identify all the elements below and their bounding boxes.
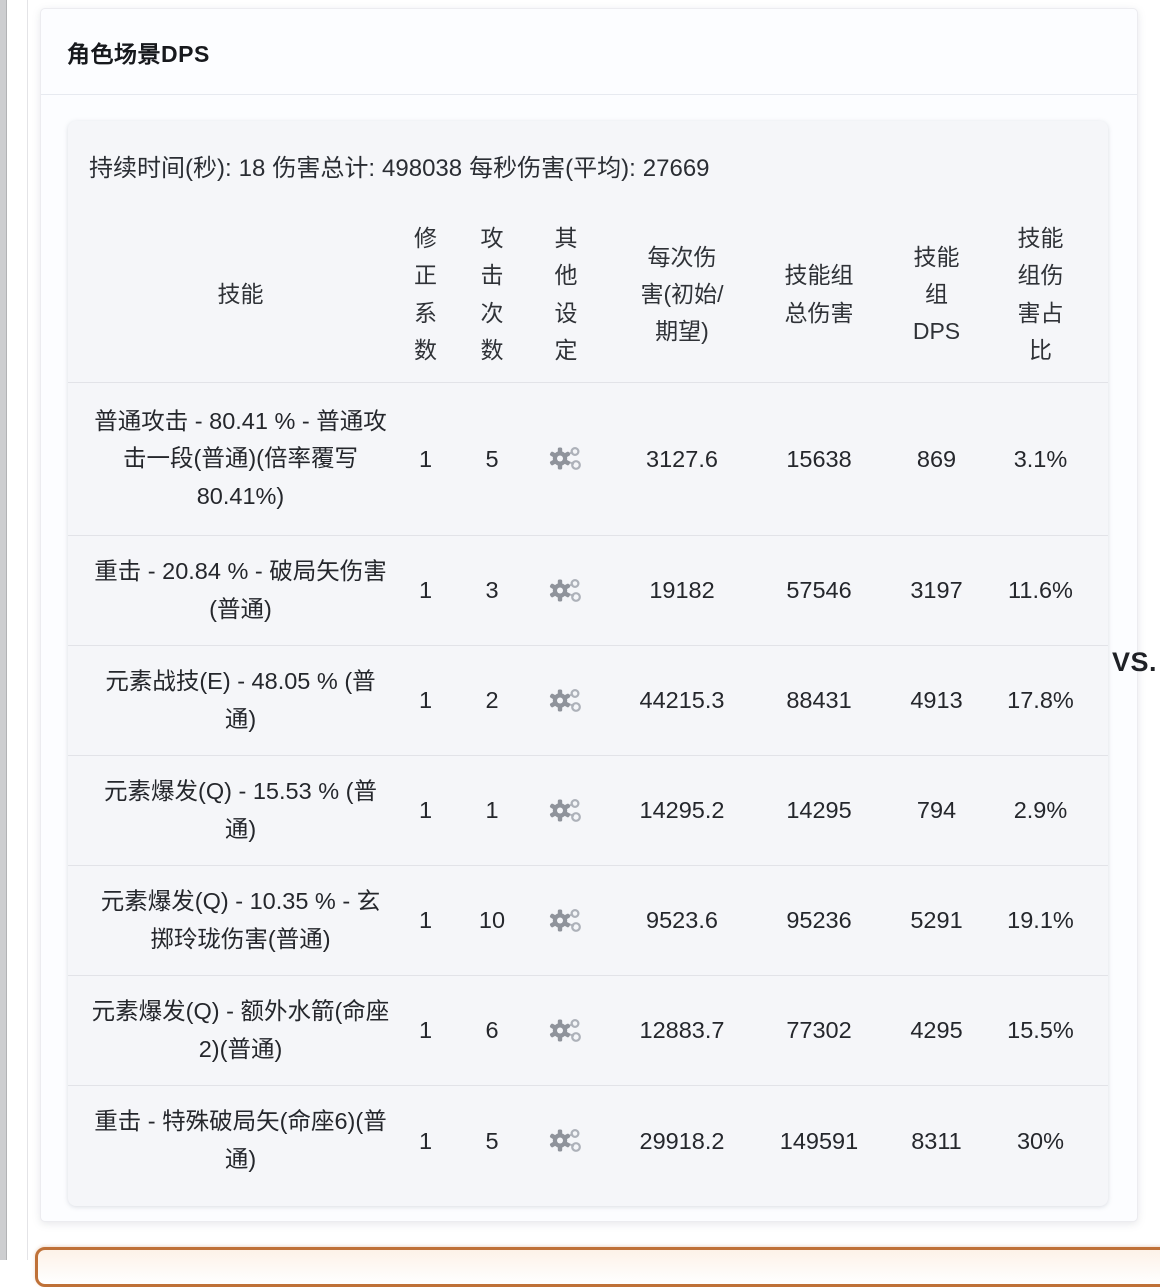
table-row: 元素战技(E) - 48.05 % (普通) 1 2 xyxy=(68,646,1108,756)
column-header-group-damage-share: 技能 组伤 害占 比 xyxy=(1017,225,1064,363)
group-dps-value: 4295 xyxy=(910,1017,963,1043)
character-dps-card: 角色场景DPS 持续时间(秒): 18 伤害总计: 498038 每秒伤害(平均): 27… xyxy=(40,8,1138,1222)
attack-count-value: 6 xyxy=(485,1017,499,1043)
damage-per-hit-value: 12883.7 xyxy=(639,1017,725,1043)
group-damage-share-value: 15.5% xyxy=(1007,1017,1074,1043)
other-settings-button[interactable] xyxy=(526,686,606,716)
other-settings-button[interactable] xyxy=(526,796,606,826)
total-damage-label: 伤害总计: xyxy=(272,155,376,182)
page-title: 角色场景DPS xyxy=(67,40,210,67)
group-total-damage-value: 88431 xyxy=(786,687,852,713)
skill-name: 元素爆发(Q) - 10.35 % - 玄掷玲珑伤害(普通) xyxy=(100,887,381,952)
table-body: 普通攻击 - 80.41 % - 普通攻击一段(普通)(倍率覆写80.41%) … xyxy=(68,383,1108,1196)
column-header-damage-per-hit: 每次伤 害(初始/ 期望) xyxy=(640,243,724,345)
modifier-coefficient-value: 1 xyxy=(418,577,433,603)
group-dps-value: 5291 xyxy=(910,907,963,933)
group-dps-value: 3197 xyxy=(910,577,963,603)
group-damage-share-value: 19.1% xyxy=(1007,907,1074,933)
modifier-coefficient-value: 1 xyxy=(418,1127,433,1154)
attack-count-value: 5 xyxy=(485,445,499,472)
damage-per-hit-value: 3127.6 xyxy=(646,445,718,472)
damage-per-hit-value: 9523.6 xyxy=(646,907,718,933)
table-row: 元素爆发(Q) - 10.35 % - 玄掷玲珑伤害(普通) 1 10 xyxy=(68,866,1108,976)
group-total-damage-value: 15638 xyxy=(786,445,852,472)
modifier-coefficient-value: 1 xyxy=(418,907,433,933)
attack-count-value: 2 xyxy=(485,687,499,713)
table-row: 普通攻击 - 80.41 % - 普通攻击一段(普通)(倍率覆写80.41%) … xyxy=(68,383,1108,536)
attack-count-value: 10 xyxy=(478,907,506,933)
skill-dps-table: 技能 修 正 系 数 攻 击 次 数 其 他 设 定 每次伤 害(初始/ 期望)… xyxy=(68,207,1108,1196)
gears-icon xyxy=(549,1128,581,1152)
dps-table-panel: 持续时间(秒): 18 伤害总计: 498038 每秒伤害(平均): 27669 技能 修… xyxy=(68,121,1108,1206)
attack-count-value: 1 xyxy=(485,797,499,823)
other-settings-button[interactable] xyxy=(526,906,606,936)
avg-dps-value: 27669 xyxy=(642,155,710,182)
other-settings-button[interactable] xyxy=(526,576,606,606)
next-section-panel-top xyxy=(35,1247,1160,1287)
group-dps-value: 8311 xyxy=(911,1127,962,1154)
group-damage-share-value: 3.1% xyxy=(1013,445,1068,472)
total-damage-value: 498038 xyxy=(382,155,463,182)
dps-summary: 持续时间(秒): 18 伤害总计: 498038 每秒伤害(平均): 27669 xyxy=(68,121,1108,183)
column-header-group-dps: 技能 组 DPS xyxy=(912,243,961,345)
duration-label: 持续时间(秒): xyxy=(89,155,232,182)
vs-label: VS. xyxy=(1112,647,1158,677)
damage-per-hit-value: 29918.2 xyxy=(639,1127,725,1154)
attack-count-value: 5 xyxy=(485,1127,499,1154)
column-header-modifier-coefficient: 修 正 系 数 xyxy=(414,225,437,363)
vertical-divider xyxy=(27,0,28,1260)
modifier-coefficient-value: 1 xyxy=(418,797,433,823)
avg-dps-label: 每秒伤害(平均): xyxy=(469,155,636,182)
gears-icon xyxy=(549,798,581,822)
column-header-other-settings: 其 他 设 定 xyxy=(554,225,578,363)
damage-per-hit-value: 14295.2 xyxy=(639,797,725,823)
column-header-skill: 技能 xyxy=(217,280,264,307)
table-row: 重击 - 20.84 % - 破局矢伤害(普通) 1 3 xyxy=(68,536,1108,646)
column-header-attack-count: 攻 击 次 数 xyxy=(480,225,504,363)
column-header-group-total-damage: 技能组 总伤害 xyxy=(784,262,854,326)
skill-name: 元素战技(E) - 48.05 % (普通) xyxy=(105,667,376,732)
group-damage-share-value: 11.6% xyxy=(1008,577,1073,603)
damage-per-hit-value: 19182 xyxy=(649,577,715,603)
group-total-damage-value: 77302 xyxy=(786,1017,852,1043)
skill-name: 元素爆发(Q) - 额外水箭(命座2)(普通) xyxy=(91,997,390,1062)
modifier-coefficient-value: 1 xyxy=(418,445,433,472)
group-damage-share-value: 17.8% xyxy=(1007,687,1074,713)
skill-name: 元素爆发(Q) - 15.53 % (普通) xyxy=(104,777,377,842)
attack-count-value: 3 xyxy=(485,577,499,603)
damage-per-hit-value: 44215.3 xyxy=(639,687,725,713)
left-edge-strip xyxy=(0,0,7,1260)
table-row: 重击 - 特殊破局矢(命座6)(普通) 1 5 2 xyxy=(68,1086,1108,1196)
group-dps-value: 794 xyxy=(916,797,957,823)
modifier-coefficient-value: 1 xyxy=(418,1017,433,1043)
other-settings-button[interactable] xyxy=(526,444,606,474)
table-header-row: 技能 修 正 系 数 攻 击 次 数 其 他 设 定 每次伤 害(初始/ 期望)… xyxy=(68,207,1108,383)
group-total-damage-value: 57546 xyxy=(786,577,852,603)
modifier-coefficient-value: 1 xyxy=(418,687,433,713)
group-dps-value: 4913 xyxy=(910,687,963,713)
group-total-damage-value: 95236 xyxy=(786,907,852,933)
card-header: 角色场景DPS xyxy=(41,9,1137,95)
group-damage-share-value: 30% xyxy=(1016,1127,1065,1154)
other-settings-button[interactable] xyxy=(526,1126,606,1156)
gears-icon xyxy=(549,1018,581,1042)
group-dps-value: 869 xyxy=(916,445,957,472)
skill-name: 普通攻击 - 80.41 % - 普通攻击一段(普通)(倍率覆写80.41%) xyxy=(94,407,387,509)
table-row: 元素爆发(Q) - 15.53 % (普通) 1 1 xyxy=(68,756,1108,866)
other-settings-button[interactable] xyxy=(526,1016,606,1046)
gears-icon xyxy=(549,446,581,470)
table-row: 元素爆发(Q) - 额外水箭(命座2)(普通) 1 6 xyxy=(68,976,1108,1086)
gears-icon xyxy=(549,578,581,602)
skill-name: 重击 - 20.84 % - 破局矢伤害(普通) xyxy=(94,557,387,622)
gears-icon xyxy=(549,688,581,712)
duration-value: 18 xyxy=(238,155,266,182)
group-total-damage-value: 149591 xyxy=(779,1127,859,1154)
gears-icon xyxy=(549,908,581,932)
skill-name: 重击 - 特殊破局矢(命座6)(普通) xyxy=(94,1108,387,1172)
group-total-damage-value: 14295 xyxy=(786,797,852,823)
group-damage-share-value: 2.9% xyxy=(1013,797,1068,823)
